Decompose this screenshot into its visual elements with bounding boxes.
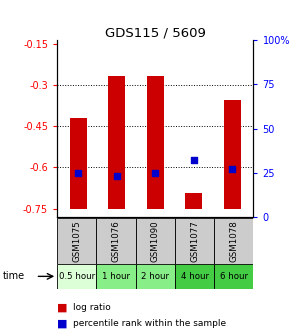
Text: GSM1075: GSM1075 <box>72 220 81 262</box>
Bar <box>136 264 175 289</box>
Point <box>153 170 158 175</box>
Text: log ratio: log ratio <box>73 303 111 312</box>
Bar <box>214 264 253 289</box>
Bar <box>57 218 96 264</box>
Bar <box>214 218 253 264</box>
Bar <box>175 264 214 289</box>
Point <box>76 170 81 175</box>
Text: GSM1076: GSM1076 <box>112 220 120 262</box>
Text: 1 hour: 1 hour <box>102 272 130 281</box>
Text: 4 hour: 4 hour <box>180 272 209 281</box>
Text: GSM1090: GSM1090 <box>151 220 160 262</box>
Bar <box>108 76 125 209</box>
Point <box>191 158 196 163</box>
Bar <box>185 194 202 209</box>
Text: ■: ■ <box>57 318 68 328</box>
Bar <box>57 264 96 289</box>
Text: 6 hour: 6 hour <box>220 272 248 281</box>
Bar <box>136 218 175 264</box>
Point <box>115 173 119 179</box>
Text: GSM1078: GSM1078 <box>229 220 238 262</box>
Title: GDS115 / 5609: GDS115 / 5609 <box>105 26 206 39</box>
Text: ■: ■ <box>57 302 68 312</box>
Text: GSM1077: GSM1077 <box>190 220 199 262</box>
Text: 0.5 hour: 0.5 hour <box>59 272 95 281</box>
Text: time: time <box>3 271 25 281</box>
Bar <box>96 218 136 264</box>
Bar <box>146 76 164 209</box>
Bar <box>70 118 87 209</box>
Text: 2 hour: 2 hour <box>141 272 169 281</box>
Text: percentile rank within the sample: percentile rank within the sample <box>73 319 226 328</box>
Bar <box>96 264 136 289</box>
Point <box>230 166 235 172</box>
Bar <box>175 218 214 264</box>
Bar <box>224 100 241 209</box>
